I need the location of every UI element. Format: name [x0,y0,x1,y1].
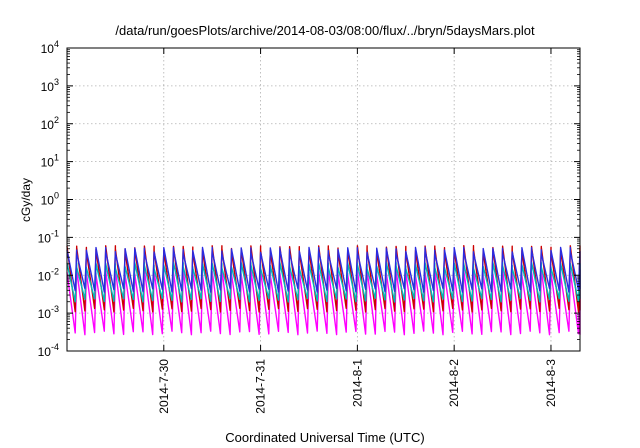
y-axis: 10-4 10-3 10-2 10-1 100 101 102 103 104 [38,39,580,359]
x-tick-label: 2014-8-1 [350,359,364,407]
x-tick-label: 2014-7-30 [157,359,171,414]
y-tick-label: 103 [41,77,59,94]
x-axis: 2014-7-30 2014-7-31 2014-8-1 2014-8-2 2014-8… [157,48,558,414]
x-tick-label: 2014-8-2 [447,359,461,407]
y-axis-label: cGy/day [19,178,33,222]
y-tick-label: 10-4 [38,342,59,359]
series-line-3 [66,246,581,293]
x-tick-label: 2014-7-31 [254,359,268,414]
y-tick-label: 102 [41,115,59,132]
y-tick-label: 10-2 [38,266,59,283]
y-tick-label: 10-1 [38,228,59,245]
chart-title: /data/run/goesPlots/archive/2014-08-03/0… [115,23,535,38]
y-tick-label: 104 [41,39,59,56]
series-line-1 [66,245,581,313]
x-tick-label: 2014-8-3 [544,359,558,407]
y-tick-label: 101 [41,153,59,170]
y-tick-label: 100 [41,191,59,208]
series-group [66,245,581,336]
x-axis-label: Coordinated Universal Time (UTC) [225,430,424,445]
y-tick-label: 10-3 [38,304,59,321]
